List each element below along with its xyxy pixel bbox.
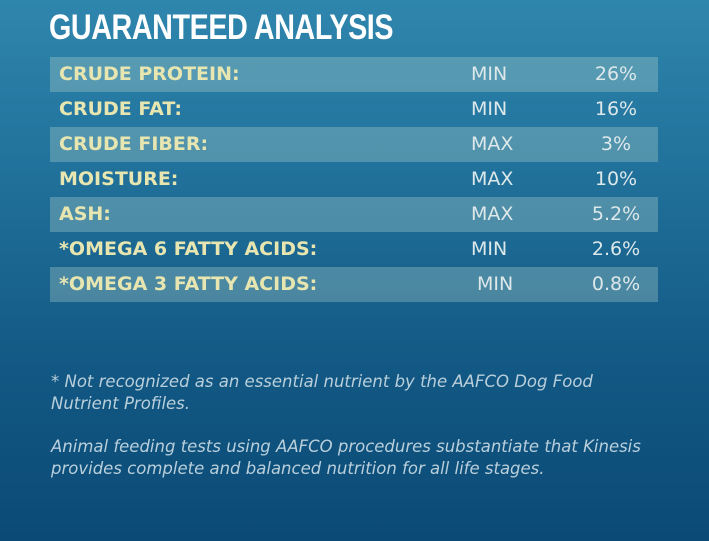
nutrient-value: 16% [594,98,638,120]
nutrient-name: MOISTURE: [59,168,179,190]
measure-type: MAX [471,168,514,190]
nutrient-value: 10% [594,168,638,190]
measure-type: MIN [471,98,508,120]
nutrient-name: *OMEGA 3 FATTY ACIDS: [59,273,318,295]
footnote-text: * Not recognized as an essential nutrien… [51,372,593,413]
page-title: GUARANTEED ANALYSIS [49,8,394,47]
table-row-moisture: MOISTURE: MAX 10% [50,162,658,197]
nutrient-value: 2.6% [591,238,641,260]
nutrient-name: CRUDE FAT: [59,98,182,120]
measure-type: MIN [477,273,514,295]
nutrient-name: *OMEGA 6 FATTY ACIDS: [59,238,318,260]
table-row-omega-3: *OMEGA 3 FATTY ACIDS: MIN 0.8% [50,267,658,302]
table-row-crude-fiber: CRUDE FIBER: MAX 3% [50,127,658,162]
measure-type: MIN [471,63,508,85]
table-row-ash: ASH: MAX 5.2% [50,197,658,232]
nutrient-name: ASH: [59,203,111,225]
aafco-statement-text: Animal feeding tests using AAFCO procedu… [51,437,641,478]
nutrient-value: 0.8% [591,273,641,295]
nutrient-name: CRUDE PROTEIN: [59,63,240,85]
nutrient-value: 5.2% [591,203,641,225]
analysis-table: CRUDE PROTEIN: MIN 26% CRUDE FAT: MIN 16… [50,57,658,302]
table-row-crude-fat: CRUDE FAT: MIN 16% [50,92,658,127]
nutrient-value: 26% [594,63,638,85]
measure-type: MIN [471,238,508,260]
table-row-crude-protein: CRUDE PROTEIN: MIN 26% [50,57,658,92]
measure-type: MAX [471,133,514,155]
nutrient-value: 3% [600,133,632,155]
nutrient-name: CRUDE FIBER: [59,133,209,155]
table-row-omega-6: *OMEGA 6 FATTY ACIDS: MIN 2.6% [50,232,658,267]
measure-type: MAX [471,203,514,225]
